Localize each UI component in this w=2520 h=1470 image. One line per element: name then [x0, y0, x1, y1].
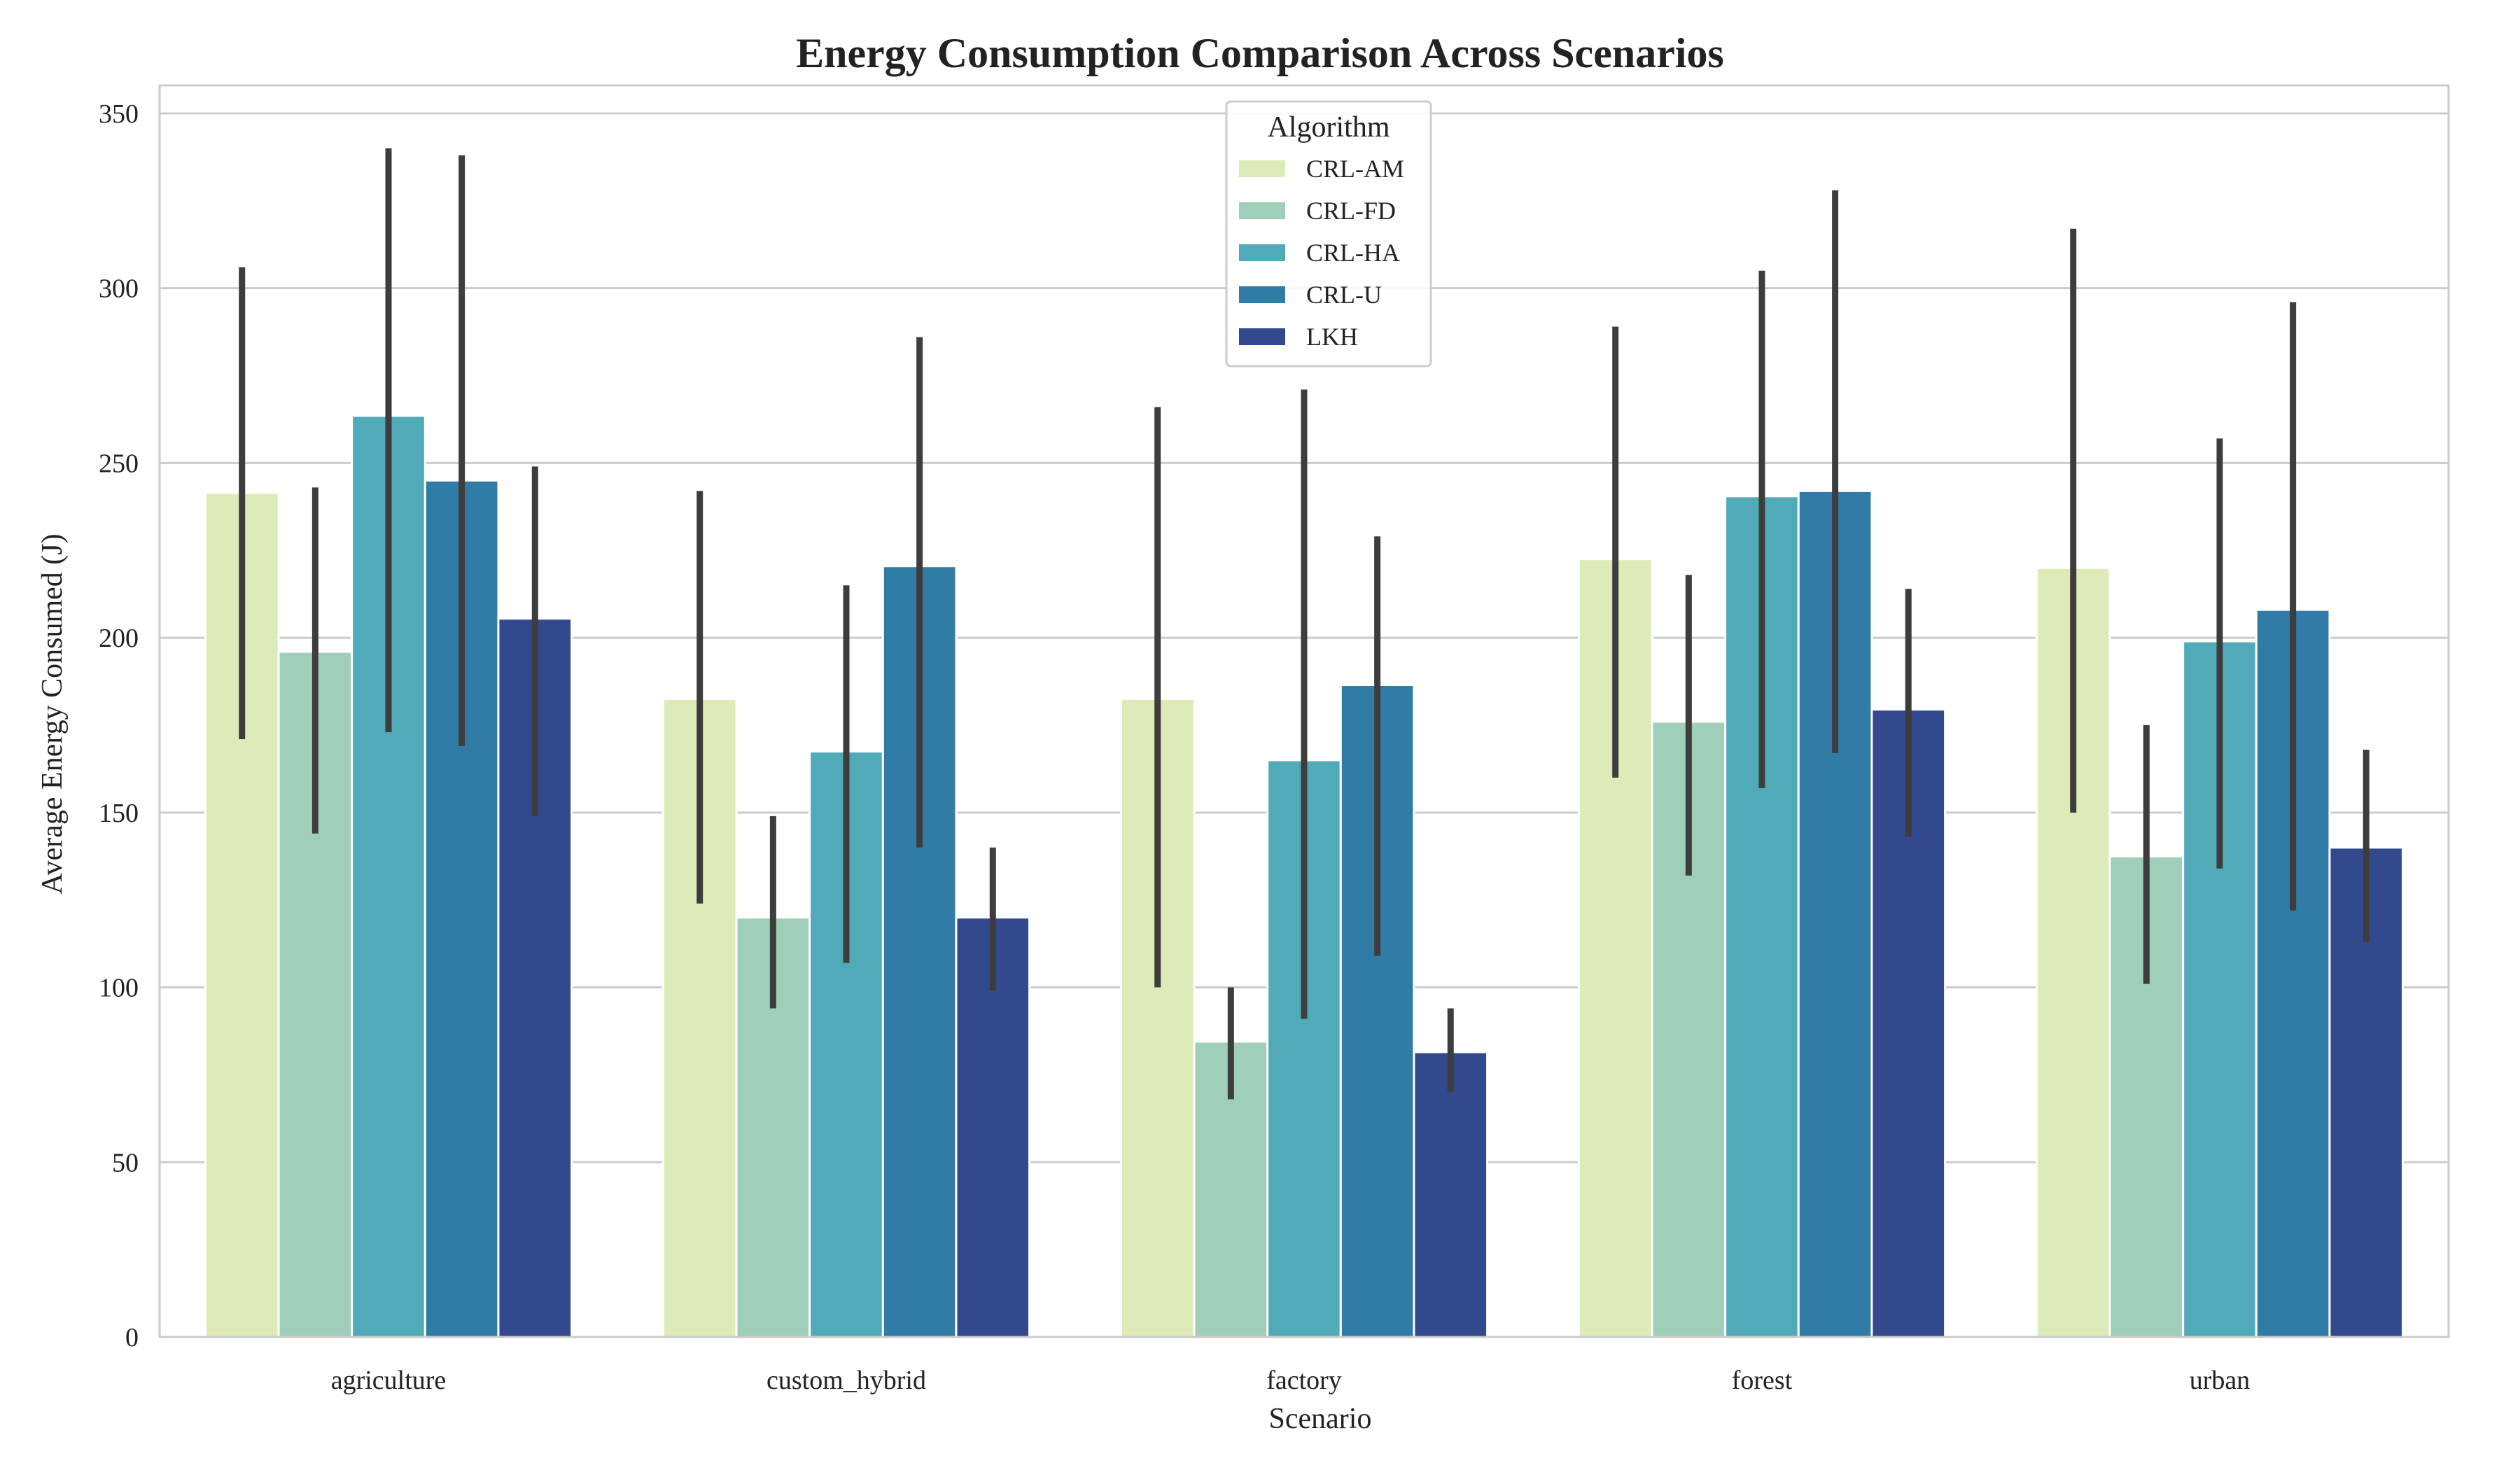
- x-tick-label-forest: forest: [1732, 1366, 1793, 1395]
- legend-label-LKH: LKH: [1306, 323, 1358, 351]
- y-tick-label: 50: [112, 1148, 139, 1177]
- x-axis-label: Scenario: [1269, 1403, 1372, 1435]
- legend-swatch-CRL-U: [1239, 286, 1285, 303]
- bars: [204, 414, 2404, 1338]
- chart-title: Energy Consumption Comparison Across Sce…: [796, 30, 1724, 76]
- x-ticks: agriculture custom_hybrid factory forest urb…: [331, 1366, 2250, 1395]
- legend: Algorithm CRL-AM CRL-FD CRL-HA CRL-U LKH: [1225, 100, 1432, 368]
- y-tick-label: 100: [99, 974, 139, 1003]
- error-bars: [239, 148, 2370, 1100]
- bar-factory-LKH: [1413, 1051, 1489, 1338]
- x-tick-label-custom_hybrid: custom_hybrid: [766, 1366, 926, 1395]
- y-tick-label: 300: [99, 274, 139, 304]
- x-tick-label-factory: factory: [1266, 1366, 1342, 1395]
- x-tick-label-agriculture: agriculture: [331, 1366, 447, 1395]
- y-tick-label: 200: [99, 624, 139, 653]
- y-ticks: 0 50 100 150 200 250 300 350: [99, 99, 139, 1352]
- legend-label-CRL-U: CRL-U: [1306, 281, 1382, 309]
- legend-swatch-CRL-AM: [1239, 160, 1285, 177]
- y-tick-label: 0: [125, 1323, 139, 1352]
- legend-label-CRL-AM: CRL-AM: [1306, 155, 1404, 183]
- legend-label-CRL-HA: CRL-HA: [1306, 239, 1400, 267]
- y-tick-label: 250: [99, 449, 139, 478]
- legend-items: CRL-AM CRL-FD CRL-HA CRL-U LKH: [1239, 155, 1404, 351]
- y-axis-label: Average Energy Consumed (J): [36, 533, 69, 894]
- y-tick-label: 150: [99, 799, 139, 828]
- legend-swatch-LKH: [1239, 328, 1285, 345]
- x-tick-label-urban: urban: [2190, 1366, 2250, 1395]
- legend-label-CRL-FD: CRL-FD: [1306, 197, 1396, 225]
- plot-frame: [158, 84, 2450, 1338]
- legend-swatch-CRL-HA: [1239, 244, 1285, 261]
- legend-title: Algorithm: [1268, 111, 1390, 144]
- y-tick-label: 350: [99, 99, 139, 129]
- legend-swatch-CRL-FD: [1239, 202, 1285, 219]
